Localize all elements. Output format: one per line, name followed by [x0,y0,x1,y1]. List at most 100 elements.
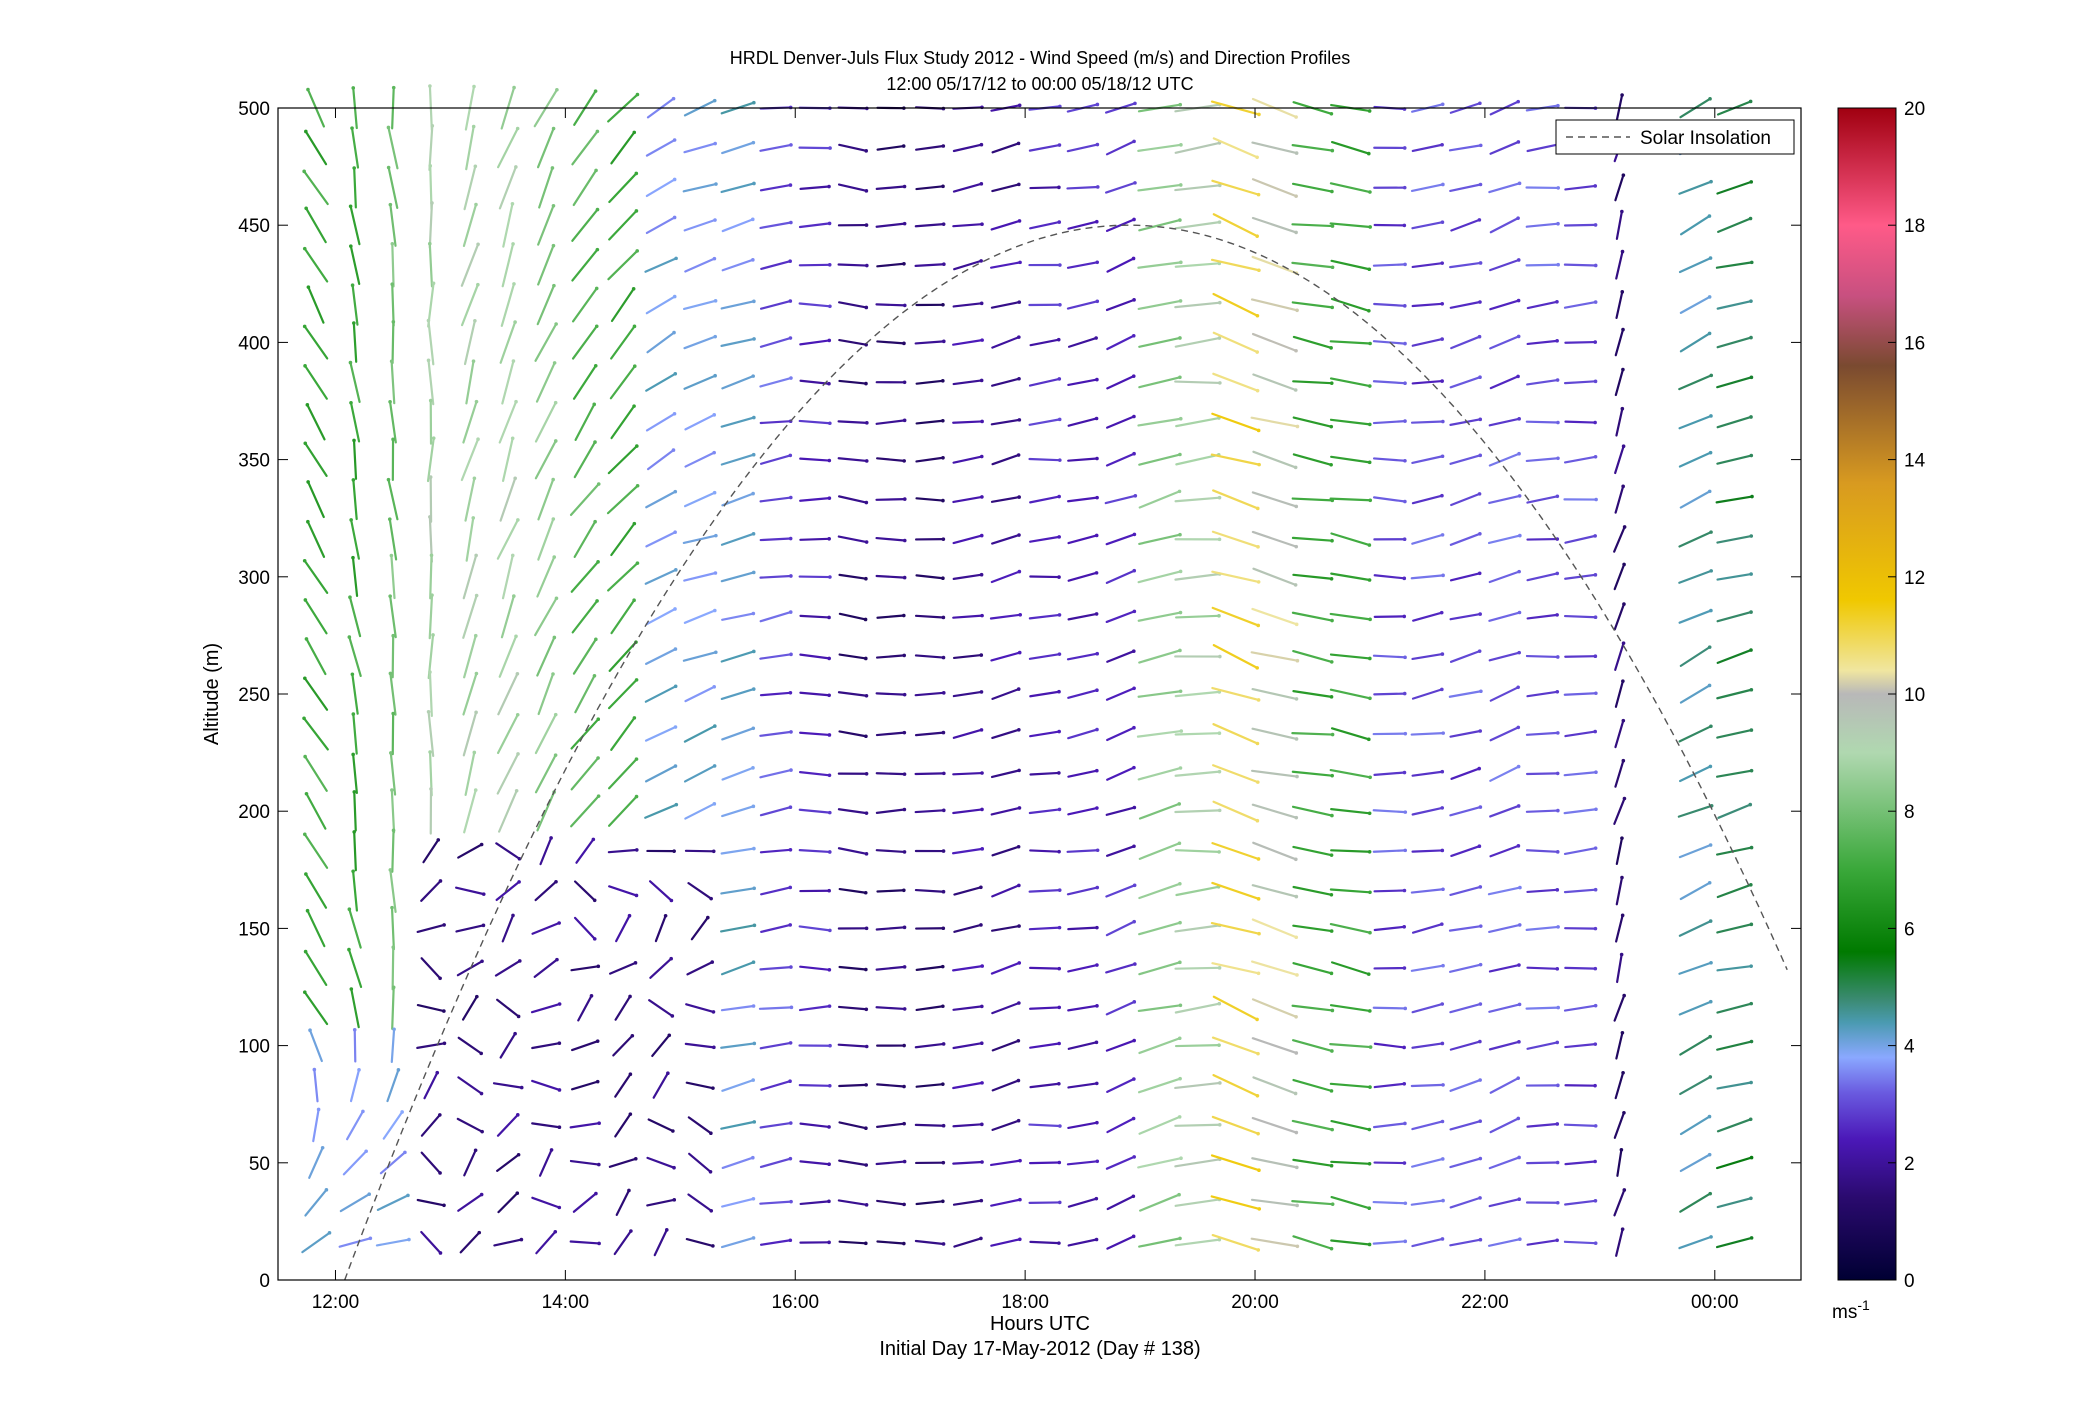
wind-arrow [914,730,946,737]
wind-arrow [683,218,717,232]
wind-arrow-shaft [1066,143,1099,153]
wind-arrow-shaft [1067,378,1099,387]
wind-arrow-shaft [759,730,793,737]
wind-arrow [1373,302,1407,308]
wind-arrow-head [1017,182,1021,187]
wind-arrow [457,1076,484,1096]
wind-arrow-head [941,379,945,383]
wind-arrow-shaft [428,201,434,249]
wind-arrow-shaft [534,439,557,480]
wind-arrow-shaft [1678,919,1712,937]
wind-arrow-head [942,771,946,776]
wind-arrow-shaft [1211,881,1260,900]
wind-arrow-head [1256,623,1261,628]
wind-arrow-head [1518,1237,1522,1241]
wind-arrow [1106,1077,1136,1093]
wind-arrow-shaft [645,490,677,509]
wind-arrow-head [1707,489,1712,494]
wind-arrow-head [1256,192,1261,197]
wind-arrow [1028,1123,1062,1128]
wind-arrow-shaft [1489,299,1520,311]
wind-arrow-head [1257,268,1261,273]
wind-arrow [464,750,477,797]
wind-arrow-head [479,1051,484,1056]
wind-arrow [572,168,598,207]
wind-arrow-shaft [953,923,983,933]
wind-arrow [990,300,1022,309]
wind-arrow [1373,537,1407,542]
wind-arrow-shaft [952,534,983,545]
wind-arrow-head [1621,173,1626,177]
wind-arrow-shaft [991,924,1021,932]
wind-arrow [426,436,436,483]
wind-arrow-shaft [687,1193,713,1212]
wind-arrow [420,1113,442,1137]
wind-arrow-head [1403,1121,1407,1126]
wind-arrow [606,483,640,515]
wind-arrow-shaft [798,771,831,777]
wind-arrow [1716,299,1753,310]
wind-arrow [463,164,478,211]
wind-arrow-shaft [798,808,831,814]
wind-arrow [1330,532,1372,547]
wind-arrow-head [594,1191,598,1196]
wind-arrow-head [1329,1246,1334,1251]
wind-arrow [952,222,984,228]
wind-arrow-shaft [991,142,1020,154]
colorbar-tick-label: 14 [1904,451,1926,472]
wind-arrow-shaft [1137,690,1182,698]
wind-arrow-head [1516,844,1521,848]
wind-arrow [1291,732,1335,737]
wind-arrow-shaft [876,614,905,619]
wind-arrow-head [1709,608,1713,613]
wind-arrow-head [1749,1155,1754,1160]
wind-arrow [391,633,395,679]
wind-arrow-shaft [304,950,328,987]
wind-arrow [837,1043,869,1049]
wind-arrow-shaft [1411,806,1444,816]
wind-arrow-shaft [1448,144,1482,152]
wind-arrow [607,92,640,123]
wind-arrow-head [1294,935,1299,940]
wind-arrow-head [510,436,515,441]
wind-arrow-shaft [571,599,599,634]
wind-arrow-head [1094,1196,1099,1201]
y-tick-label: 150 [238,919,270,940]
wind-arrow [375,1237,411,1247]
wind-arrow [990,768,1021,779]
wind-arrow [391,945,396,991]
wind-arrow-shaft [1563,847,1597,856]
wind-arrow-shaft [1175,614,1221,619]
wind-arrow-shaft [1615,914,1624,943]
wind-arrow-head [827,656,831,661]
wind-arrow [759,965,793,971]
wind-arrow-shaft [1678,414,1713,430]
wind-arrow [1251,141,1299,155]
wind-arrow-head [789,220,793,225]
wind-arrow-head [348,204,353,209]
wind-arrow-head [549,836,553,840]
wind-arrow-head [1177,802,1182,806]
wind-arrow [1066,651,1100,661]
wind-arrow [1210,921,1261,936]
wind-arrow [1563,379,1598,385]
wind-arrow-shaft [1138,218,1181,232]
wind-arrow-head [1095,806,1099,810]
wind-arrow-shaft [538,1148,553,1177]
wind-arrow [875,653,907,659]
y-tick-label: 0 [259,1271,270,1292]
wind-arrow-shaft [915,965,944,971]
wind-arrow [1251,1157,1299,1170]
wind-arrow-shaft [498,635,518,678]
wind-arrow-shaft [1212,213,1259,238]
wind-arrow-head [1593,223,1598,227]
wind-arrow-shaft [646,331,676,354]
wind-arrow-head [902,1007,907,1011]
wind-arrow-head [1057,849,1061,854]
wind-arrow-head [1178,1236,1182,1241]
wind-arrow-shaft [391,829,395,873]
wind-arrow [498,165,518,210]
wind-arrow-head [1593,1083,1597,1088]
wind-arrow-head [1403,848,1408,853]
wind-arrow-head [864,1163,869,1167]
